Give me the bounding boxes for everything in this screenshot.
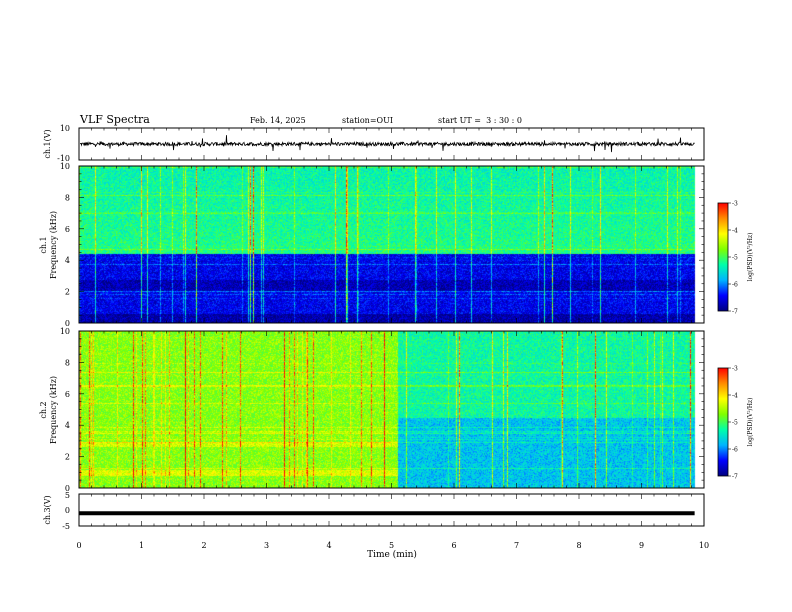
ch1-spectrogram-panel: 0 2 4 6 8 10 ch.1 Frequency (kHz) (39, 162, 705, 328)
ch2-spectrogram-ylabel-channel: ch.2 (39, 401, 48, 418)
ch1-waveform-trace (80, 135, 695, 153)
y-tick-label: 8 (65, 358, 70, 367)
ch1-waveform-ylabel: ch.1(V) (43, 129, 52, 158)
x-tick-label: 8 (576, 541, 581, 550)
ch1-colorbar-ticks: -3 -4 -5 -6 -7 (728, 201, 738, 316)
station-label: station=OUI (342, 116, 393, 125)
ch1-colorbar: -3 -4 -5 -6 -7 log(PSD)(V²/Hz) (717, 201, 754, 316)
colorbar-tick-label: -3 (732, 201, 738, 208)
x-tick-label: 5 (389, 541, 394, 550)
x-tick-label: 10 (699, 541, 709, 550)
y-tick-label: 6 (65, 390, 70, 399)
y-tick-label: 0 (65, 319, 70, 328)
colorbar-tick-label: -3 (732, 366, 738, 373)
start-time-label: start UT = 3 : 30 : 0 (438, 116, 522, 125)
ch1-spectrogram-yticks: 0 2 4 6 8 10 (60, 162, 704, 328)
y-tick-label: 4 (65, 421, 70, 430)
ch1-waveform-ytick-top: 10 (60, 124, 70, 133)
ch2-colorbar-label: log(PSD)(V²/Hz) (747, 398, 754, 447)
x-tick-label: 9 (639, 541, 644, 550)
date-label: Feb. 14, 2025 (250, 116, 306, 125)
ch3-waveform-ytick-mid: 0 (65, 506, 70, 515)
ch3-waveform-ytick-top: 5 (65, 491, 70, 500)
ch1-spectrogram-ylabel-channel: ch.1 (39, 236, 48, 253)
ch2-spectrogram-ylabel-freq: Frequency (kHz) (49, 376, 58, 444)
ch1-spectrogram-ylabel-freq: Frequency (kHz) (49, 211, 58, 279)
colorbar-tick-label: -4 (732, 393, 738, 400)
ch2-spectrogram-panel: 0 2 4 6 8 10 ch.2 Frequency (kHz) (39, 327, 705, 493)
ch2-colorbar-gradient (717, 367, 729, 477)
y-tick-label: 4 (65, 256, 70, 265)
ch3-waveform-panel: 5 0 -5 ch.3(V) (43, 491, 705, 531)
x-tick-labels: 0 1 2 3 4 5 6 7 8 9 10 (76, 541, 709, 550)
ch1-waveform-ytick-bottom: -10 (57, 154, 70, 163)
figure-title: VLF Spectra (79, 113, 150, 126)
colorbar-tick-label: -7 (732, 309, 738, 316)
x-tick-label: 0 (76, 541, 81, 550)
x-tick-label: 6 (451, 541, 456, 550)
ch1-spectrogram-ticks (78, 166, 705, 323)
colorbar-tick-label: -4 (732, 228, 738, 235)
ch1-colorbar-label: log(PSD)(V²/Hz) (747, 233, 754, 282)
ch3-waveform-x-ticks (78, 494, 705, 526)
y-tick-label: 8 (65, 193, 70, 202)
colorbar-tick-label: -5 (732, 255, 738, 262)
y-tick-label: 10 (60, 327, 70, 336)
colorbar-tick-label: -6 (732, 282, 738, 289)
x-tick-label: 3 (264, 541, 269, 550)
x-tick-label: 4 (326, 541, 331, 550)
ch2-colorbar: -3 -4 -5 -6 -7 log(PSD)(V²/Hz) (717, 366, 754, 481)
ch2-colorbar-ticks: -3 -4 -5 -6 -7 (728, 366, 738, 481)
ch3-waveform-ylabel: ch.3(V) (43, 495, 52, 524)
y-tick-label: 0 (65, 484, 70, 493)
y-tick-label: 6 (65, 225, 70, 234)
colorbar-tick-label: -7 (732, 474, 738, 481)
x-tick-label: 1 (139, 541, 144, 550)
x-tick-label: 7 (514, 541, 519, 550)
ch2-spectrogram-ticks (78, 331, 705, 488)
y-tick-label: 10 (60, 162, 70, 171)
ch2-spectrogram-image (79, 331, 704, 488)
ch1-waveform-x-ticks (78, 128, 705, 160)
ch3-waveform-frame (78, 493, 705, 527)
ch2-spectrogram-yticks: 0 2 4 6 8 10 (60, 327, 704, 493)
x-axis-label: Time (min) (367, 549, 417, 560)
x-tick-label: 2 (201, 541, 206, 550)
y-tick-label: 2 (65, 453, 70, 462)
ch1-spectrogram-image (79, 166, 704, 323)
ch1-waveform-panel: 10 -10 ch.1(V) (43, 124, 705, 163)
colorbar-tick-label: -5 (732, 420, 738, 427)
y-tick-label: 2 (65, 288, 70, 297)
ch1-colorbar-gradient (717, 202, 729, 312)
ch3-waveform-ytick-bottom: -5 (62, 522, 70, 531)
colorbar-tick-label: -6 (732, 447, 738, 454)
